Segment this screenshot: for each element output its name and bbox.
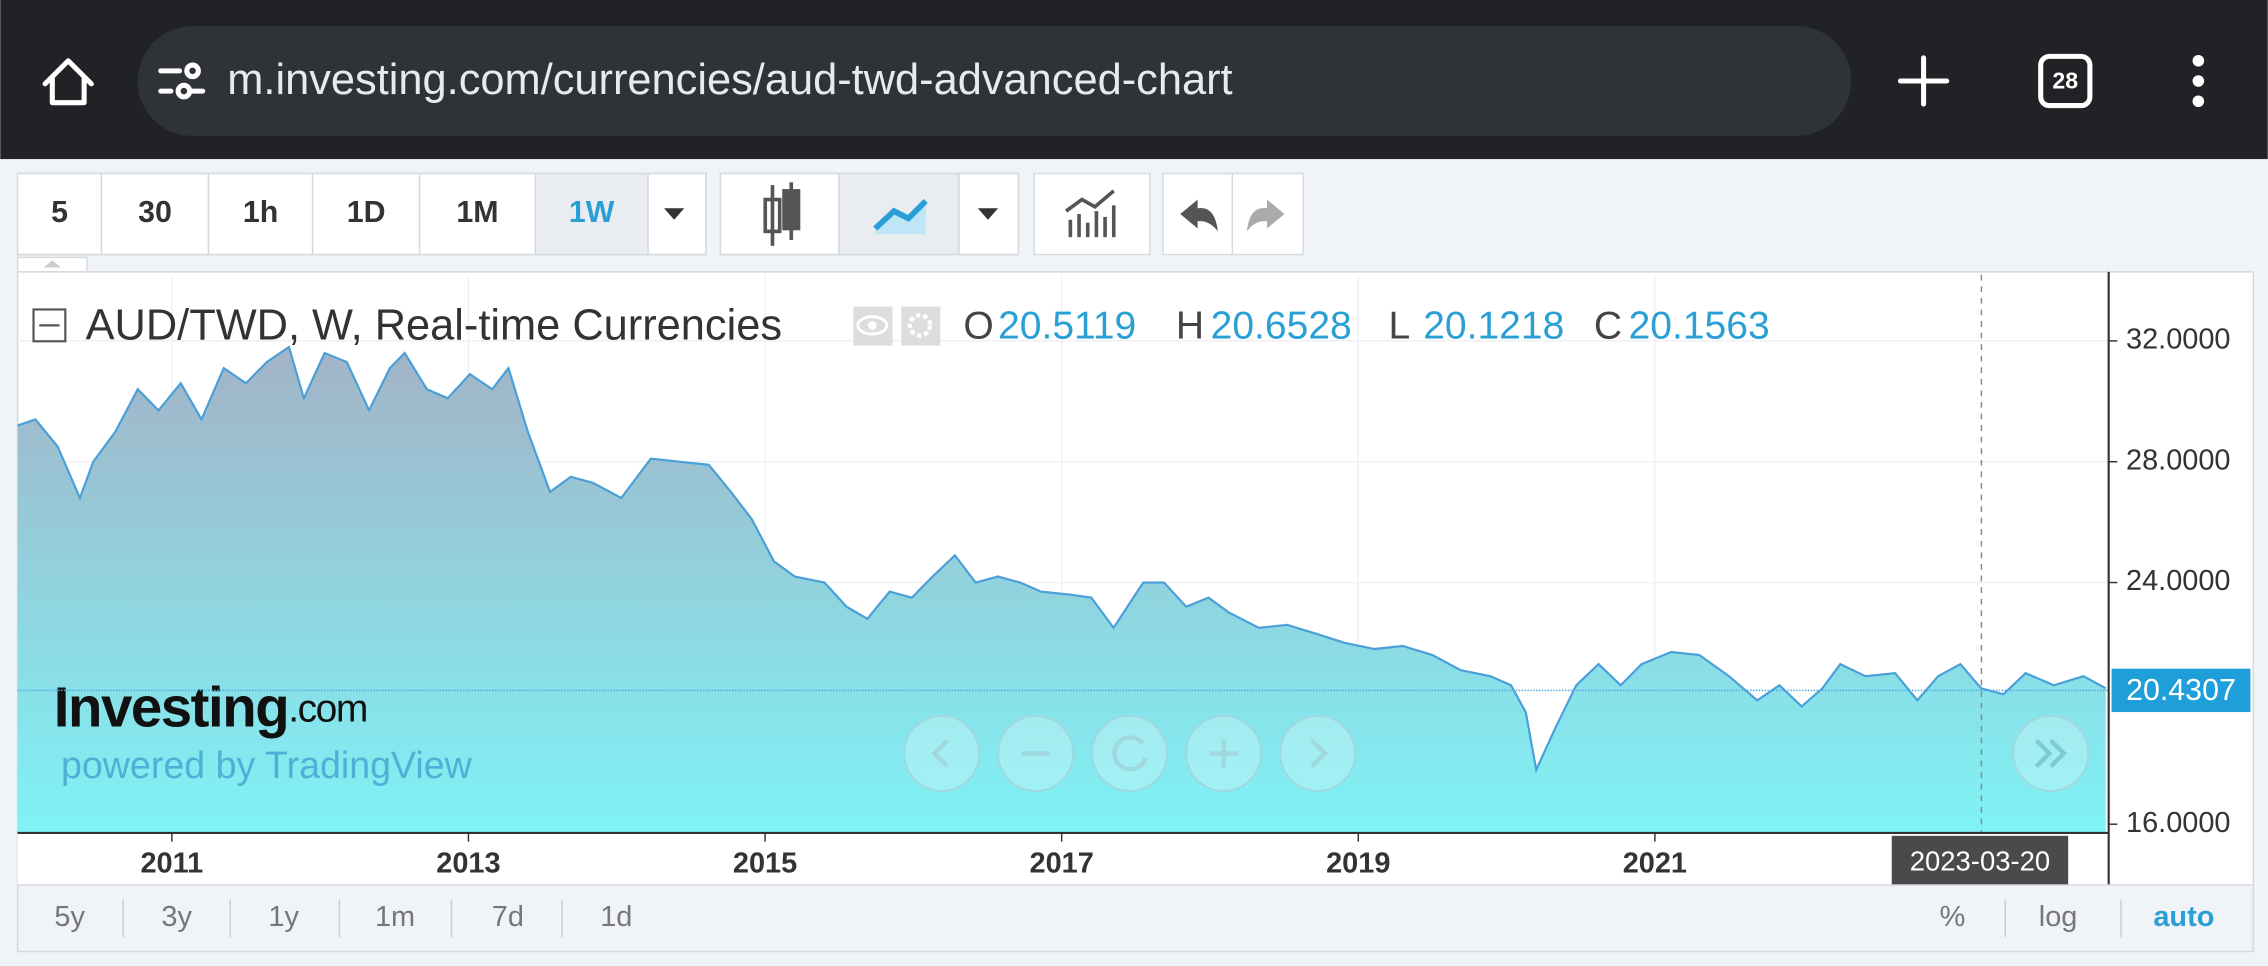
- last-price-label: 20.4307: [2126, 674, 2236, 707]
- ohlc-key: L: [1389, 305, 1411, 348]
- x-tick-label: 2017: [1030, 847, 1094, 879]
- logo-suffix: .com: [288, 688, 367, 731]
- range-bar: [16, 884, 2255, 953]
- crosshair-date: 2023-03-20: [1910, 846, 2051, 877]
- url: m.investing.com/currencies/aud-twd-advan…: [227, 56, 1232, 104]
- interval-label: 30: [138, 196, 172, 229]
- line-icon: [873, 198, 928, 231]
- range-button[interactable]: 1y: [268, 901, 299, 933]
- interval-label: 5: [51, 196, 68, 229]
- candle-icon: [763, 182, 801, 246]
- ohlc-value: 20.5119: [998, 305, 1136, 348]
- interval-label: 1h: [243, 196, 278, 229]
- site-info-icon[interactable]: [158, 62, 206, 100]
- dropdown-arrow: [977, 208, 999, 220]
- ohlc-value: 20.1218: [1423, 305, 1564, 348]
- range-button[interactable]: 3y: [161, 901, 192, 933]
- last-price-box: [2111, 668, 2251, 713]
- interval-button[interactable]: [16, 172, 103, 256]
- ohlc-key: H: [1176, 305, 1204, 348]
- scroll-left-button[interactable]: [902, 714, 981, 793]
- line-icon-fill: [875, 203, 926, 235]
- ohlc-key: C: [1594, 305, 1622, 348]
- y-tick-label: 24.0000: [2126, 565, 2231, 597]
- indicators-icon: [1064, 189, 1116, 238]
- range-button[interactable]: 7d: [492, 901, 524, 933]
- dropdown-arrow: [664, 208, 685, 220]
- interval-label: 1W: [569, 196, 615, 229]
- x-tick-label: 2011: [140, 847, 203, 879]
- tab-count: 28: [2052, 68, 2078, 94]
- x-tick-label: 2013: [436, 847, 500, 879]
- eye-icon: [856, 315, 889, 336]
- ohlc-value: 20.1563: [1629, 305, 1770, 348]
- interval-label: 1D: [347, 196, 386, 229]
- logo-name: Investing: [54, 675, 288, 738]
- logo: Investing.com: [54, 675, 367, 738]
- tabs-button[interactable]: [2038, 53, 2093, 109]
- ohlc-value: 20.6528: [1211, 305, 1352, 348]
- undo-button[interactable]: [1180, 199, 1218, 232]
- x-tick-label: 2019: [1326, 847, 1390, 879]
- home-button[interactable]: [42, 58, 94, 106]
- crosshair-date-box: [1891, 835, 2069, 888]
- range-button[interactable]: 1d: [600, 901, 632, 933]
- range-button[interactable]: 1m: [375, 901, 415, 933]
- style-dropdown[interactable]: [958, 172, 1020, 256]
- menu-button[interactable]: [2192, 54, 2205, 108]
- reset-button[interactable]: [1090, 714, 1169, 793]
- ohlc-legend: O 20.5119 H 20.6528 L 20.1218 C 20.1563: [963, 305, 1769, 348]
- ranges: 5y 3y 1y 1m 7d 1d% log auto: [54, 899, 2214, 938]
- x-axis: [17, 834, 2109, 886]
- collapse-button[interactable]: [32, 308, 67, 343]
- scroll-right-button[interactable]: [1278, 714, 1357, 793]
- interval-button[interactable]: [100, 172, 210, 256]
- interval-button[interactable]: [207, 172, 314, 256]
- eye-pupil: [867, 321, 877, 330]
- y-axis: 16.0000 24.0000 28.0000 32.0000: [2108, 324, 2231, 839]
- redo-button[interactable]: [1246, 199, 1285, 232]
- powered-by: powered by TradingView: [61, 744, 473, 786]
- range-button[interactable]: 5y: [54, 901, 85, 933]
- last-price: 20.4307: [17, 668, 2251, 713]
- x-axis-labels: 2011 2013 2015 2017 2019 2021: [140, 832, 1687, 879]
- x-tick-label: 2021: [1623, 847, 1687, 879]
- indicators-button[interactable]: [1033, 172, 1151, 256]
- y-tick-label: 16.0000: [2126, 807, 2231, 839]
- nav-buttons: [902, 714, 2090, 793]
- ohlc-key: O: [963, 305, 993, 348]
- settings-button[interactable]: [901, 306, 941, 346]
- x-tick-label: 2015: [733, 847, 797, 879]
- y-tick-label: 28.0000: [2126, 444, 2231, 476]
- nav-icons: [931, 735, 2067, 772]
- scale-option[interactable]: %: [1940, 901, 1966, 933]
- new-tab-button[interactable]: [1897, 55, 1950, 107]
- interval-button-active[interactable]: [534, 172, 649, 256]
- plot: [17, 345, 2107, 833]
- line: [17, 345, 2107, 774]
- address-bar[interactable]: [137, 26, 1852, 136]
- scale-option[interactable]: log: [2039, 901, 2078, 933]
- chart-title: AUD/TWD, W, Real-time Currencies: [86, 302, 783, 350]
- panel-tab-arrow: [43, 260, 61, 268]
- interval-label: 1M: [456, 196, 498, 229]
- scale-option[interactable]: auto: [2153, 901, 2214, 933]
- y-tick-label: 32.0000: [2126, 324, 2231, 356]
- area: [17, 346, 2106, 833]
- toolbar: 5 30 1h 1D 1M 1W: [16, 172, 1304, 273]
